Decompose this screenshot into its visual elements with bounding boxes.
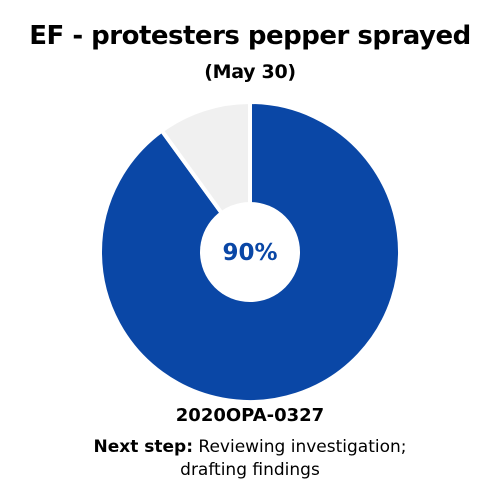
chart-title: EF - protesters pepper sprayed xyxy=(29,21,471,51)
donut-chart: 90% xyxy=(100,102,400,402)
case-id: 2020OPA-0327 xyxy=(175,405,325,426)
center-percentage-label: 90% xyxy=(222,240,277,266)
donut-hole xyxy=(200,202,300,302)
next-step-line2: drafting findings xyxy=(180,460,320,480)
chart-subtitle: (May 30) xyxy=(204,61,296,83)
next-step-text: Next step: Reviewing investigation; draf… xyxy=(0,436,500,482)
next-step-line1: Reviewing investigation; xyxy=(198,437,407,457)
next-step-label: Next step: xyxy=(93,437,193,457)
